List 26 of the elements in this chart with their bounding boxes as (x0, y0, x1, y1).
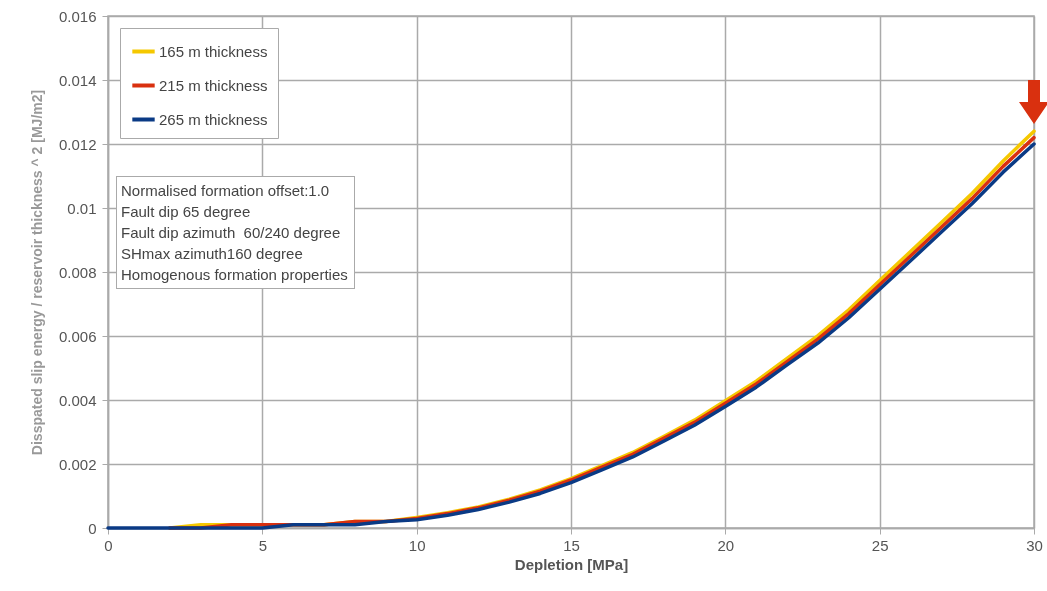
y-tick-label: 0 (88, 519, 97, 537)
x-tick-label: 0 (104, 536, 113, 554)
annotation: Normalised formation offset:1.0 (121, 181, 331, 201)
y-tick-label: 0.016 (58, 7, 97, 25)
legend-label: 265 m thickness (159, 110, 268, 128)
x-tick-label: 5 (258, 536, 268, 554)
legend-label: 215 m thickness (159, 76, 268, 94)
y-axis-title: Disspated slip energy / reservoir thickness ^ 2 [MJ/m2] (28, 89, 45, 456)
y-tick-label: 0.006 (58, 327, 97, 345)
x-axis-title: Depletion [MPa] (514, 555, 629, 573)
annotation: Homogenous formation properties (121, 265, 348, 285)
y-tick-label: 0.012 (58, 135, 97, 153)
x-tick-label: 20 (717, 536, 735, 554)
y-tick-label: 0.01 (67, 199, 97, 217)
y-tick-label: 0.002 (58, 455, 97, 473)
legend-label: 165 m thickness (159, 42, 268, 60)
x-tick-label: 30 (1026, 536, 1043, 554)
y-tick-label: 0.014 (58, 71, 97, 89)
y-tick-label: 0.008 (58, 263, 97, 281)
x-tick-label: 15 (563, 536, 580, 554)
annotation: Fault dip 65 degree (121, 202, 252, 222)
x-tick-label: 10 (408, 536, 426, 554)
x-tick-label: 25 (871, 536, 889, 554)
annotation: Fault dip azimuth 60/240 degree (121, 223, 342, 243)
y-tick-label: 0.004 (58, 391, 97, 409)
annotation: SHmax azimuth160 degree (121, 244, 304, 264)
